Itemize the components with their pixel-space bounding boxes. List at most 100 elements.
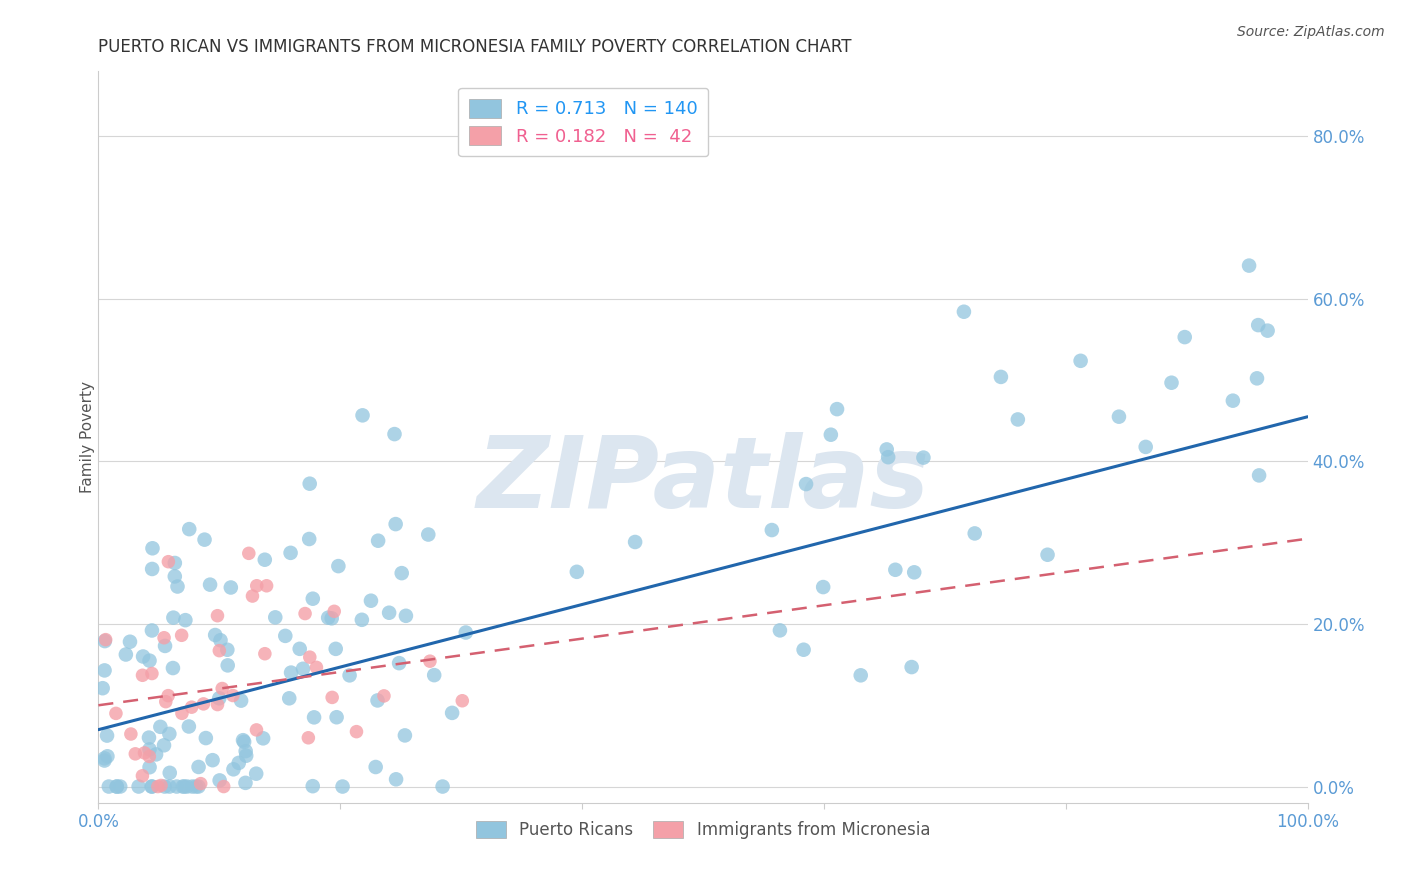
Point — [274, 629, 297, 643]
Point — [217, 658, 239, 673]
Point — [811, 580, 834, 594]
Point — [325, 641, 347, 656]
Point — [93, 754, 115, 768]
Point — [208, 691, 231, 706]
Point — [209, 633, 232, 648]
Point — [624, 535, 647, 549]
Point — [93, 751, 115, 765]
Point — [105, 780, 128, 794]
Point — [179, 522, 201, 536]
Point — [159, 765, 181, 780]
Point — [96, 729, 118, 743]
Point — [849, 668, 872, 682]
Point — [451, 694, 474, 708]
Point — [166, 780, 188, 794]
Point — [388, 656, 411, 670]
Point — [1108, 409, 1130, 424]
Point — [990, 370, 1012, 384]
Point — [170, 706, 193, 721]
Point — [222, 689, 245, 703]
Point — [1135, 440, 1157, 454]
Point — [252, 731, 274, 746]
Point — [157, 689, 180, 703]
Point — [145, 747, 167, 762]
Point — [172, 780, 194, 794]
Point — [120, 727, 142, 741]
Point — [912, 450, 935, 465]
Point — [155, 695, 177, 709]
Point — [298, 532, 321, 546]
Point — [820, 427, 842, 442]
Point — [232, 733, 254, 747]
Point — [321, 690, 343, 705]
Point — [391, 566, 413, 581]
Point — [246, 579, 269, 593]
Point — [173, 780, 195, 794]
Point — [432, 780, 454, 794]
Point — [176, 780, 198, 794]
Point — [245, 723, 267, 737]
Point — [301, 591, 323, 606]
Point — [141, 624, 163, 638]
Point — [963, 526, 986, 541]
Point — [1249, 468, 1271, 483]
Point — [298, 476, 321, 491]
Point — [565, 565, 588, 579]
Point — [138, 731, 160, 745]
Point — [384, 427, 406, 442]
Point — [131, 668, 153, 682]
Point — [233, 735, 256, 749]
Point — [198, 577, 221, 591]
Point — [211, 681, 233, 696]
Point — [394, 728, 416, 742]
Point — [1007, 412, 1029, 426]
Point — [187, 760, 209, 774]
Point — [418, 527, 440, 541]
Point — [149, 720, 172, 734]
Point — [134, 746, 156, 760]
Point — [253, 552, 276, 566]
Point — [153, 631, 176, 645]
Point — [118, 634, 141, 648]
Point — [264, 610, 287, 624]
Point — [105, 780, 128, 794]
Point — [298, 650, 321, 665]
Text: ZIPatlas: ZIPatlas — [477, 433, 929, 530]
Point — [228, 756, 250, 770]
Point — [153, 780, 176, 794]
Point — [350, 613, 373, 627]
Point — [153, 739, 176, 753]
Point — [138, 749, 160, 764]
Point — [194, 731, 217, 745]
Point — [162, 661, 184, 675]
Point — [115, 648, 138, 662]
Point — [235, 744, 257, 758]
Point — [1160, 376, 1182, 390]
Point — [339, 668, 361, 682]
Point — [170, 628, 193, 642]
Point — [141, 666, 163, 681]
Point — [96, 749, 118, 764]
Point — [325, 710, 347, 724]
Point — [94, 634, 117, 648]
Point — [385, 772, 408, 787]
Point — [900, 660, 922, 674]
Point — [305, 660, 328, 674]
Text: Source: ZipAtlas.com: Source: ZipAtlas.com — [1237, 25, 1385, 39]
Point — [1174, 330, 1197, 344]
Point — [181, 780, 204, 794]
Point — [229, 693, 252, 707]
Point — [238, 546, 260, 560]
Point — [291, 662, 314, 676]
Point — [876, 442, 898, 457]
Point — [294, 607, 316, 621]
Point — [180, 700, 202, 714]
Point — [278, 691, 301, 706]
Point — [346, 724, 368, 739]
Point — [157, 555, 180, 569]
Point — [323, 604, 346, 618]
Point — [91, 681, 114, 696]
Point — [163, 569, 186, 583]
Point — [316, 610, 339, 624]
Point — [235, 776, 257, 790]
